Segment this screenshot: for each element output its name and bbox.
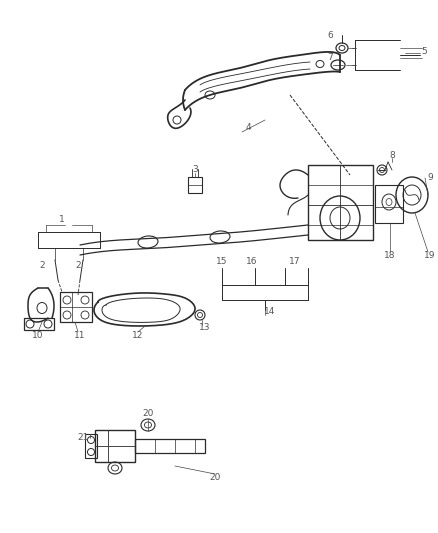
Text: 2: 2 (75, 261, 81, 270)
Bar (60, 292, 92, 322)
Text: 10: 10 (32, 330, 44, 340)
Text: 16: 16 (246, 257, 258, 266)
Bar (24, 318, 54, 330)
Text: 15: 15 (216, 257, 228, 266)
Text: 5: 5 (421, 47, 427, 56)
Text: 21: 21 (78, 433, 88, 442)
Text: 4: 4 (245, 124, 251, 133)
Text: 6: 6 (327, 30, 333, 39)
Bar (85, 434, 97, 458)
Text: 14: 14 (264, 308, 276, 317)
Text: 13: 13 (199, 324, 211, 333)
Text: 1: 1 (59, 215, 65, 224)
Text: 18: 18 (384, 251, 396, 260)
Bar (95, 430, 135, 462)
Text: 11: 11 (74, 330, 86, 340)
Text: 19: 19 (424, 251, 436, 260)
Text: 8: 8 (389, 150, 395, 159)
Text: 9: 9 (427, 174, 433, 182)
Bar (375, 185, 403, 223)
Text: 20: 20 (142, 409, 154, 418)
Text: 12: 12 (132, 330, 144, 340)
Bar (135, 439, 205, 453)
Text: 2: 2 (39, 261, 45, 270)
Text: 20: 20 (209, 473, 221, 482)
Bar (308, 165, 373, 240)
Bar (188, 177, 202, 193)
Text: 17: 17 (289, 257, 301, 266)
Text: 3: 3 (192, 166, 198, 174)
Text: 7: 7 (327, 53, 333, 62)
